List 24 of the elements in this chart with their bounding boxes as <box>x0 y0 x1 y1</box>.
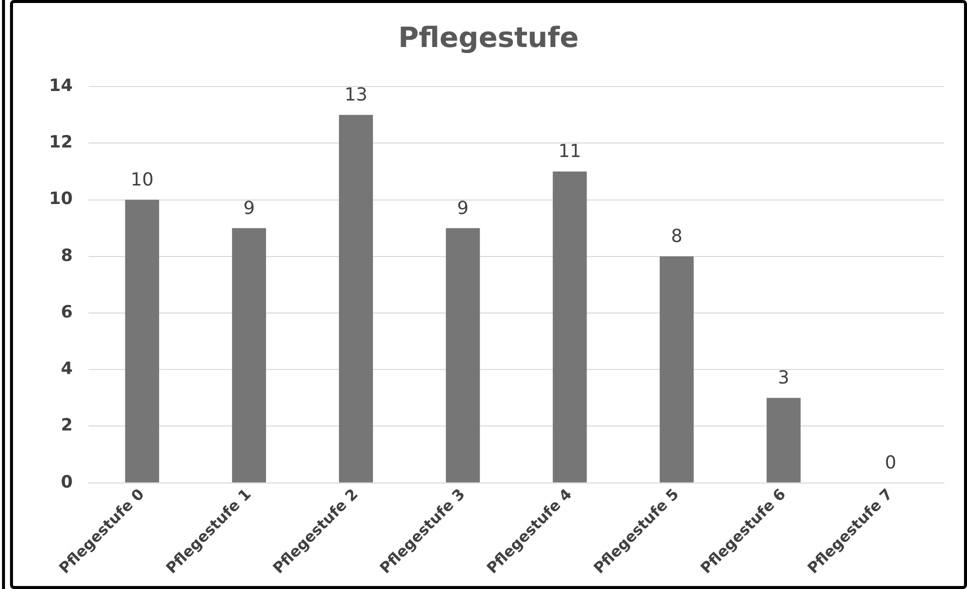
bar <box>660 256 694 482</box>
data-label: 0 <box>884 452 896 474</box>
bar <box>232 228 266 482</box>
data-label: 9 <box>457 198 469 219</box>
bar <box>766 398 801 482</box>
data-label: 9 <box>243 198 255 219</box>
y-tick-label: 12 <box>48 132 73 153</box>
bar <box>125 200 160 482</box>
y-tick-label: 8 <box>60 246 73 266</box>
data-label: 11 <box>558 141 582 162</box>
data-label: 3 <box>778 368 790 389</box>
bar <box>552 172 587 482</box>
y-tick-label: 6 <box>60 302 73 322</box>
bar <box>338 114 373 482</box>
data-label: 13 <box>344 84 368 106</box>
y-tick-label: 0 <box>60 472 73 492</box>
y-tick-label: 10 <box>48 189 73 210</box>
chart-title: Pflegestufe <box>398 21 579 54</box>
y-tick-label: 2 <box>60 416 73 436</box>
bar <box>446 228 480 482</box>
data-label: 8 <box>670 226 682 248</box>
data-label: 10 <box>130 169 154 190</box>
y-tick-label: 4 <box>60 359 73 380</box>
y-tick-label: 14 <box>48 76 73 96</box>
